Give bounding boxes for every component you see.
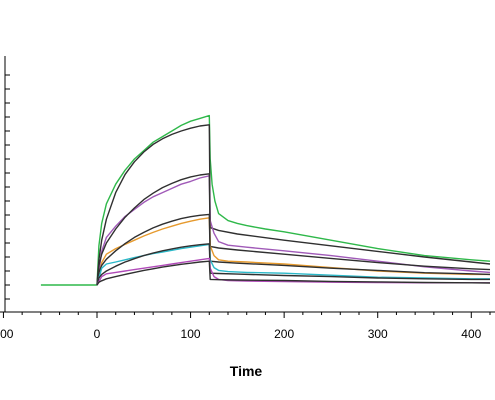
axes-layer: 100 0 100 200 300 400 bbox=[0, 56, 495, 341]
x-tick-label-4: 200 bbox=[274, 327, 294, 341]
series-line-9 bbox=[96, 257, 490, 286]
series-line-6 bbox=[96, 213, 491, 286]
x-tick-label-5: 300 bbox=[368, 327, 388, 341]
series-line-7 bbox=[96, 243, 490, 286]
series-line-4 bbox=[96, 173, 491, 286]
x-tick-label-1: 100 bbox=[0, 327, 14, 341]
x-tick-label-6: 400 bbox=[461, 327, 481, 341]
series-line-10 bbox=[96, 260, 491, 286]
series-line-8 bbox=[96, 243, 490, 286]
x-tick-label-2: 0 bbox=[94, 327, 101, 341]
x-axis-title: Time bbox=[230, 363, 263, 379]
series-line-1 bbox=[40, 114, 491, 286]
series-line-2 bbox=[96, 124, 491, 286]
x-tick-label-3: 100 bbox=[181, 327, 201, 341]
series-layer bbox=[40, 114, 491, 286]
